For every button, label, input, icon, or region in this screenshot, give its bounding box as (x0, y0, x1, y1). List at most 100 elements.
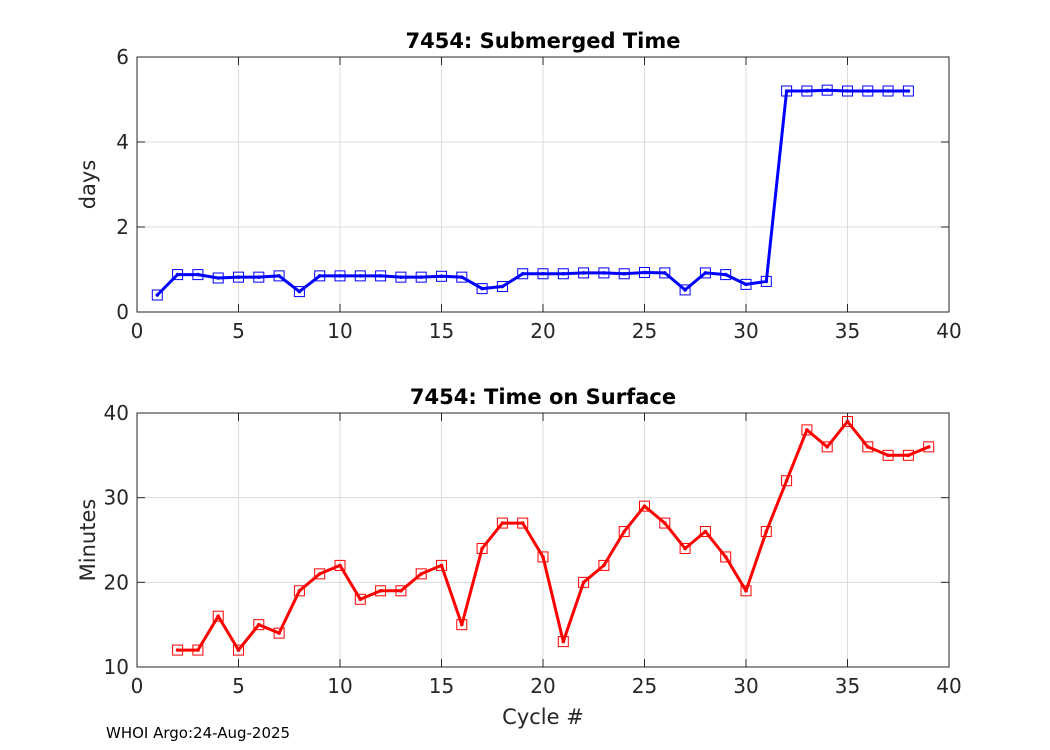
data-point-dot (338, 274, 342, 278)
data-point-dot (175, 648, 180, 652)
data-point (354, 270, 366, 282)
data-point (821, 84, 833, 96)
data-point-dot (642, 504, 647, 508)
data-point (679, 284, 691, 296)
data-point (496, 281, 508, 292)
chart-title: 7454: Time on Surface (410, 385, 676, 409)
data-point (415, 271, 427, 283)
data-point-dot (236, 275, 241, 279)
data-point (415, 568, 427, 580)
data-point-dot (358, 274, 363, 278)
data-point-dot (378, 274, 383, 278)
data-point-dot (886, 89, 890, 93)
data-point-dot (277, 274, 281, 278)
data-point (557, 268, 569, 280)
data-point-dot (906, 89, 911, 93)
data-point-dot (581, 271, 586, 275)
data-point (456, 271, 468, 283)
data-point (436, 559, 447, 571)
data-point (517, 517, 529, 529)
data-point-dot (439, 563, 444, 568)
data-point (375, 270, 387, 282)
data-point-dot (378, 589, 383, 593)
data-point (172, 269, 184, 281)
y-tick-label: 0 (116, 300, 129, 324)
data-point-dot (886, 453, 890, 458)
data-point (496, 517, 508, 529)
data-point (598, 559, 610, 571)
data-point (537, 268, 549, 280)
data-point-dot (520, 271, 525, 276)
data-point-dot (439, 274, 444, 279)
data-point-dot (480, 546, 484, 551)
data-point (314, 568, 326, 580)
submerged-time-chart: 0 5 10 15 20 25 30 35 40 0 2 4 6 7454: Submerged Time… (76, 29, 962, 343)
data-point-dot (541, 271, 545, 276)
x-tick-label: 40 (936, 674, 961, 698)
y-tick-label: 40 (104, 401, 129, 425)
data-point (212, 610, 224, 622)
data-point-dot (683, 546, 687, 551)
data-point (842, 415, 853, 427)
data-point-dot (926, 445, 931, 449)
data-point (720, 269, 732, 281)
x-axis-label: Cycle # (502, 705, 584, 729)
data-point-dot (723, 272, 728, 277)
data-point (781, 475, 793, 487)
data-point-dot (845, 89, 850, 93)
data-point (395, 271, 407, 283)
data-point-dot (866, 445, 870, 449)
data-point-dot (602, 271, 606, 275)
data-point (354, 593, 366, 605)
data-point (476, 283, 488, 295)
data-point-dot (297, 289, 302, 294)
series-line (156, 88, 909, 297)
data-point (842, 85, 853, 97)
data-point-dot (338, 563, 342, 568)
data-point (923, 441, 935, 453)
data-point (679, 542, 691, 554)
y-tick-label: 2 (116, 215, 129, 239)
data-point-dot (764, 279, 769, 284)
data-point (639, 500, 650, 512)
data-point-dot (399, 589, 403, 593)
data-point-dot (784, 478, 789, 483)
data-point (639, 266, 650, 278)
data-point-dot (460, 275, 464, 279)
data-point (557, 636, 569, 648)
y-axis-label: Minutes (76, 499, 100, 582)
x-tick-label: 15 (429, 319, 454, 343)
data-point-dot (277, 631, 281, 635)
data-point-dot (216, 614, 220, 618)
data-point-dot (825, 445, 829, 449)
data-point (578, 267, 590, 279)
data-point-dot (500, 521, 505, 525)
data-point-dot (500, 284, 505, 289)
data-point (760, 275, 772, 287)
data-point (334, 270, 346, 282)
data-point-dot (805, 89, 809, 93)
data-point (293, 585, 305, 597)
y-tick-label: 6 (116, 45, 129, 69)
y-tick-label: 10 (104, 655, 129, 679)
data-point (233, 271, 244, 283)
data-point (882, 85, 894, 97)
data-point-dot (602, 563, 606, 568)
data-point-dot (805, 428, 809, 432)
data-point (314, 270, 326, 282)
data-point (517, 268, 529, 280)
data-point-dot (196, 648, 200, 652)
data-point-dot (784, 89, 789, 93)
data-point (253, 619, 265, 631)
data-point-dot (622, 529, 626, 534)
data-point (212, 272, 224, 284)
data-point-dot (297, 589, 302, 593)
x-tick-label: 25 (632, 319, 657, 343)
data-point (699, 526, 711, 538)
data-point-dot (845, 419, 850, 424)
data-point-dot (155, 293, 160, 297)
data-point (618, 526, 630, 538)
data-point-dot (419, 572, 424, 576)
data-point-dot (216, 276, 220, 280)
